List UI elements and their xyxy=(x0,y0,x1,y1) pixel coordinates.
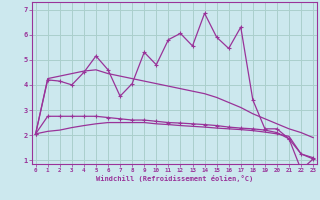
X-axis label: Windchill (Refroidissement éolien,°C): Windchill (Refroidissement éolien,°C) xyxy=(96,175,253,182)
